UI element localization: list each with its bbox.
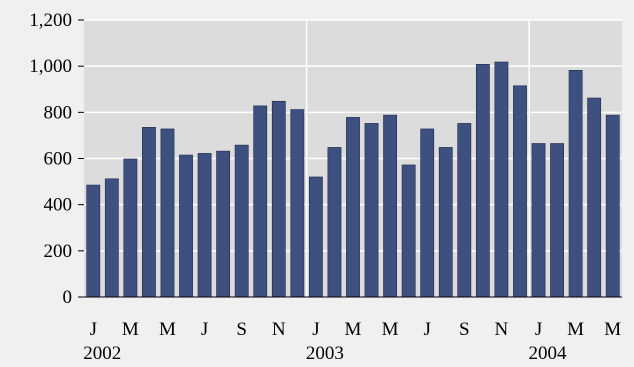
bar (308, 176, 323, 298)
bar (420, 128, 435, 298)
bar (513, 85, 527, 298)
bar (253, 105, 268, 298)
x-tick-label: M (567, 319, 584, 340)
y-tick-label: 1,000 (29, 56, 72, 77)
bar (197, 153, 212, 298)
bar (550, 143, 564, 298)
bar (568, 70, 583, 298)
y-tick-label: 200 (44, 241, 73, 262)
bar (179, 154, 193, 298)
bar (216, 150, 231, 298)
bar (290, 109, 305, 298)
bar (271, 100, 286, 298)
bar (531, 143, 546, 298)
x-tick-label: J (535, 319, 542, 340)
bar (457, 123, 472, 298)
y-axis-ticks: 0 200 400 600 800 1,000 1,200 (29, 10, 84, 308)
x-tick-label: N (272, 319, 286, 340)
bar (142, 127, 156, 298)
year-label: 2002 (83, 343, 121, 364)
x-tick-label: M (122, 319, 139, 340)
bar (605, 114, 620, 298)
bar (364, 123, 379, 298)
x-tick-label: N (495, 319, 509, 340)
year-labels: 2002 2003 2004 (83, 343, 567, 364)
bar (401, 164, 416, 298)
x-tick-label: M (604, 319, 621, 340)
bar (383, 114, 397, 298)
bar (346, 117, 360, 298)
bar (86, 184, 101, 298)
bar (234, 144, 249, 298)
x-tick-label: S (236, 319, 247, 340)
x-tick-label: J (424, 319, 431, 340)
y-tick-label: 1,200 (29, 10, 72, 31)
bar (475, 64, 490, 298)
year-label: 2003 (306, 343, 344, 364)
bar (104, 178, 119, 298)
bar (587, 97, 602, 298)
x-tick-label: S (459, 319, 470, 340)
x-tick-label: M (159, 319, 176, 340)
year-label: 2004 (529, 343, 568, 364)
x-tick-label: J (90, 319, 97, 340)
y-tick-label: 400 (44, 195, 73, 216)
x-tick-label: J (201, 319, 208, 340)
x-tick-label: M (382, 319, 399, 340)
bar (123, 158, 138, 298)
y-tick-label: 0 (63, 287, 73, 308)
y-tick-label: 800 (44, 102, 73, 123)
bar (160, 128, 175, 298)
y-tick-label: 600 (44, 149, 73, 170)
bar (327, 147, 342, 298)
bar (494, 61, 509, 298)
x-tick-label: J (312, 319, 319, 340)
x-tick-label: M (345, 319, 362, 340)
bar (438, 147, 453, 298)
